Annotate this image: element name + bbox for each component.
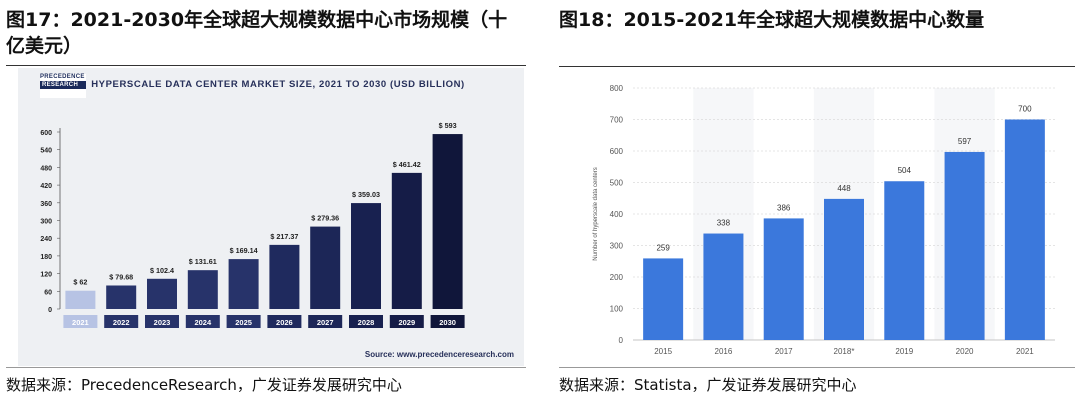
right-x-tick-label: 2018* [834,347,855,356]
left-category-label: 2029 [398,318,415,327]
left-bar [432,134,463,309]
right-chart-area: 0 100 200 300 400 500 600 700 800 Number of hyper… [585,72,1075,364]
right-y-tick-label: 800 [610,84,624,93]
left-figure: 图17：2021-2030年全球超大规模数据中心市场规模（十亿美元） PRECE… [0,0,530,406]
right-y-tick-label: 0 [619,336,624,345]
left-chart-svg: HYPERSCALE DATA CENTER MARKET SIZE, 2021… [18,68,524,366]
left-category-label: 2028 [358,318,375,327]
left-bar-value-label: $ 79.68 [109,272,133,281]
left-source-caption: Source: www.precedenceresearch.com [365,350,514,359]
right-x-tick-label: 2019 [895,347,913,356]
left-bar-value-label: $ 102.4 [150,266,174,275]
right-bar [1004,119,1045,340]
right-bar-value-label: 338 [717,219,731,228]
left-bar-value-label: $ 62 [73,278,87,287]
left-category-box [308,315,343,328]
right-x-tick-label: 2015 [654,347,672,356]
left-bar [147,278,177,309]
left-source: 数据来源：PrecedenceResearch，广发证券发展研究中心 [6,376,402,394]
right-y-tick-label: 100 [610,305,624,314]
right-bar-value-label: 386 [777,203,791,212]
right-bar [643,258,684,340]
right-y-tick-label: 700 [610,116,624,125]
left-bar [269,244,300,309]
right-x-tick-label: 2020 [956,347,974,356]
left-y-tick-label: 420 [40,183,52,190]
right-bar [703,233,744,340]
left-category-label: 2023 [154,318,171,327]
left-chart-title: HYPERSCALE DATA CENTER MARKET SIZE, 2021… [91,79,465,90]
left-category-box [389,315,424,328]
left-y-tick-label: 120 [40,272,52,279]
right-bar-value-label: 700 [1018,105,1032,114]
precedence-research-logo: PRECEDENCE RESEARCH [40,74,86,98]
right-bar [944,151,985,340]
right-bar-value-label: 259 [656,243,670,252]
left-bar-value-label: $ 359.03 [352,190,380,199]
left-category-box [104,315,139,328]
left-category-box [226,315,261,328]
left-bar-value-label: $ 279.36 [311,214,339,223]
left-y-tick-label: 60 [44,289,52,296]
left-bar [65,290,96,309]
right-bar-value-label: 448 [837,184,851,193]
left-category-label: 2022 [113,318,130,327]
right-x-tick-label: 2021 [1016,347,1034,356]
left-category-box [145,315,179,328]
right-figure: 图18：2015-2021年全球超大规模数据中心数量 0 100 200 300 400… [557,0,1080,406]
left-bar [228,259,259,309]
left-bar-value-label: $ 593 [439,121,457,130]
left-y-tick-label: 180 [40,254,52,261]
left-bar [351,203,381,309]
left-bar [187,270,218,309]
left-figure-title: 图17：2021-2030年全球超大规模数据中心市场规模（十亿美元） [6,9,508,57]
right-x-tick-label: 2016 [715,347,733,356]
right-bar-value-label: 504 [898,166,912,175]
left-bar-value-label: $ 131.61 [189,257,217,266]
left-category-label: 2027 [317,318,334,327]
right-y-tick-label: 200 [610,273,624,282]
left-bar [310,226,341,309]
right-y-tick-label: 600 [610,147,624,156]
left-category-box [430,315,465,328]
right-x-tick-label: 2017 [775,347,793,356]
right-source: 数据来源：Statista，广发证券发展研究中心 [559,376,857,394]
left-title-rule [6,65,526,66]
right-y-tick-label: 400 [610,210,624,219]
left-y-tick-label: 360 [40,201,52,208]
right-figure-title: 图18：2015-2021年全球超大规模数据中心数量 [559,9,985,31]
left-category-box [185,315,220,328]
left-y-tick-label: 540 [40,148,52,155]
left-source-rule [6,367,526,368]
right-title-rule [559,66,1075,67]
left-category-label: 2025 [235,318,252,327]
left-bar-value-label: $ 217.37 [270,232,298,241]
right-source-rule [559,367,1075,368]
left-bar [106,285,137,309]
left-bar [391,172,422,309]
left-category-label: 2026 [276,318,293,327]
right-chart-svg: 0 100 200 300 400 500 600 700 800 Number of hyper… [593,84,1055,356]
left-category-box [349,315,383,328]
right-bar [884,181,925,340]
left-category-box [63,315,98,328]
left-y-tick-label: 480 [40,165,52,172]
right-y-tick-label: 300 [610,242,624,251]
left-chart-area: PRECEDENCE RESEARCH HYPERSCALE DATA CENT… [18,68,524,366]
left-y-tick-label: 0 [48,307,52,314]
left-y-tick-label: 600 [40,130,52,137]
right-y-axis-label: Number of hyperscale data centers [593,167,599,260]
left-y-tick-label: 240 [40,236,52,243]
left-bar-value-label: $ 461.42 [393,160,421,169]
right-bar-value-label: 597 [958,137,972,146]
left-category-label: 2021 [72,318,89,327]
left-bar-value-label: $ 169.14 [230,246,258,255]
left-y-tick-label: 300 [40,219,52,226]
left-category-label: 2024 [194,318,212,327]
left-category-box [267,315,302,328]
left-category-label: 2030 [439,318,456,327]
right-y-tick-label: 500 [610,179,624,188]
right-bar [824,198,864,340]
right-bar [763,218,804,340]
